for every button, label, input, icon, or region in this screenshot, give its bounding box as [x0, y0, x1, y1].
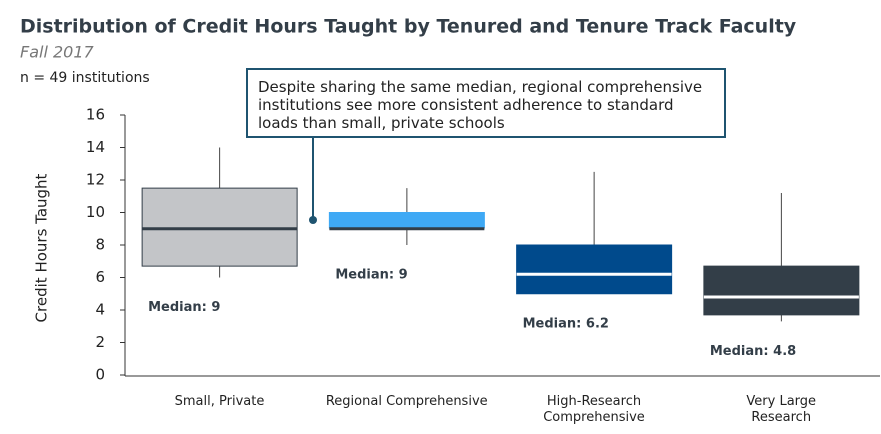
median-label: Median: 6.2	[523, 316, 609, 331]
annotation-dot	[309, 216, 317, 224]
chart-subtitle: Fall 2017	[20, 43, 95, 62]
x-tick-label: Small, Private	[174, 394, 265, 409]
y-tick-label: 0	[95, 366, 105, 384]
y-tick-label: 2	[95, 333, 105, 351]
y-axis-label: Credit Hours Taught	[33, 173, 51, 322]
box	[516, 244, 673, 295]
box	[141, 187, 298, 267]
box	[328, 212, 485, 229]
y-tick-label: 16	[86, 106, 105, 124]
median-label: Median: 9	[335, 268, 407, 283]
box	[703, 265, 860, 316]
annotation: Despite sharing the same median, regiona…	[246, 68, 726, 138]
y-tick-label: 12	[86, 171, 105, 189]
y-tick-label: 10	[86, 203, 105, 221]
chart-note: n = 49 institutions	[20, 70, 150, 86]
chart-title: Distribution of Credit Hours Taught by T…	[20, 16, 797, 38]
y-tick-label: 6	[95, 268, 105, 286]
x-tick-label: Regional Comprehensive	[325, 394, 488, 409]
x-tick-label: Very Large Research	[746, 394, 817, 425]
y-tick-label: 4	[95, 301, 105, 319]
y-tick-label: 8	[95, 236, 105, 254]
x-tick-label: High-Research Comprehensive	[543, 394, 645, 425]
median-label: Median: 4.8	[710, 344, 796, 359]
y-tick-label: 14	[86, 138, 105, 156]
median-label: Median: 9	[148, 300, 220, 315]
